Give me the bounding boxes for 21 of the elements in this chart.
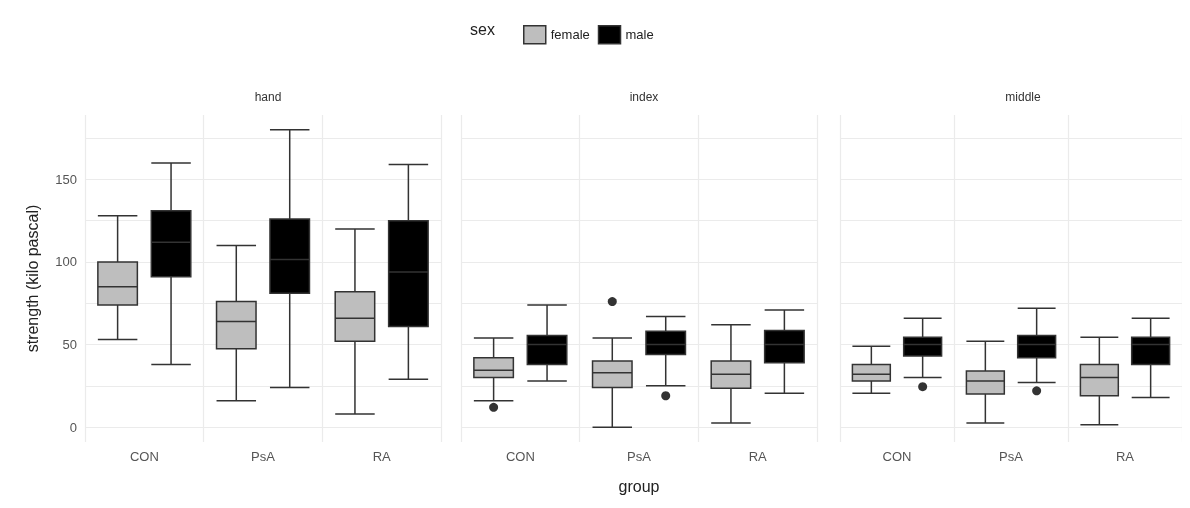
y-axis-title: strength (kilo pascal): [23, 204, 41, 353]
legend-title: sex: [470, 20, 495, 38]
x-tick-label: PsA: [627, 449, 652, 464]
x-tick-label: CON: [505, 449, 535, 464]
y-tick-label: 50: [62, 337, 77, 353]
x-tick-label: CON: [129, 449, 159, 464]
x-tick-label: RA: [748, 449, 768, 464]
legend-label: male: [625, 27, 654, 43]
x-tick-label: CON: [882, 449, 912, 464]
x-tick-label: PsA: [999, 449, 1024, 464]
x-tick-label: RA: [1115, 449, 1135, 464]
y-tick-label: 100: [55, 254, 77, 270]
y-tick-label: 0: [69, 419, 77, 435]
x-tick-label: PsA: [251, 449, 276, 464]
y-tick-label: 150: [55, 171, 77, 187]
x-axis-title: group: [618, 477, 660, 495]
legend-label: female: [550, 27, 590, 43]
x-tick-label: RA: [372, 449, 392, 464]
chart-title: index: [629, 90, 659, 104]
chart-title: hand: [254, 90, 282, 104]
chart-title: middle: [1005, 90, 1041, 104]
